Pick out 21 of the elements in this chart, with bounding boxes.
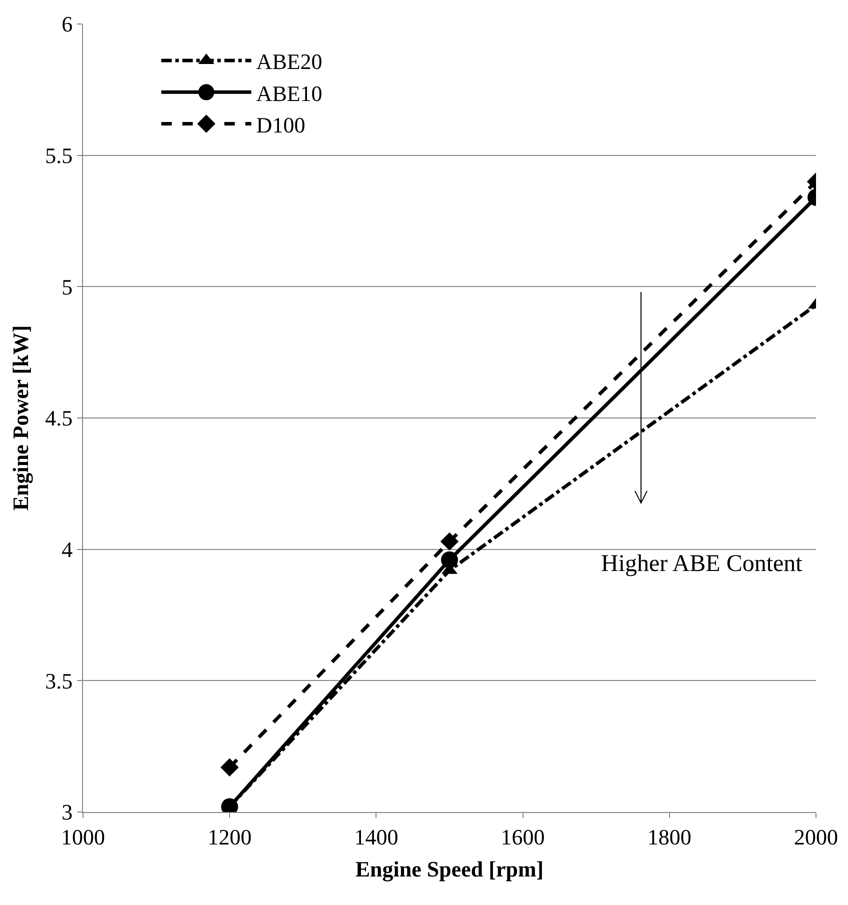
y-tick-label: 3.5 [45,668,73,694]
y-tick-label: 4 [62,537,73,562]
legend-label: D100 [256,112,306,138]
x-tick-label: 1200 [208,824,252,850]
x-tick-label: 1000 [61,824,105,850]
legend-label: ABE20 [256,49,322,74]
y-tick-label: 5 [62,274,73,300]
x-tick-label: 2000 [794,824,838,850]
x-tick-label: 1400 [354,824,398,850]
y-tick-label: 6 [62,12,73,37]
y-tick-label: 3 [62,800,73,825]
x-tick-label: 1600 [500,824,545,850]
point [220,758,239,776]
point [440,532,459,551]
annotation: Higher ABE Content [601,551,803,577]
x-tick-label: 1800 [647,824,692,850]
x-axis-title: Engine Speed [rpm] [355,856,544,882]
y-tick-label: 4.5 [45,406,73,431]
y-axis-title: Engine Power [kW] [8,325,33,511]
legend-label: ABE10 [256,80,322,106]
y-tick-label: 5.5 [45,143,73,168]
